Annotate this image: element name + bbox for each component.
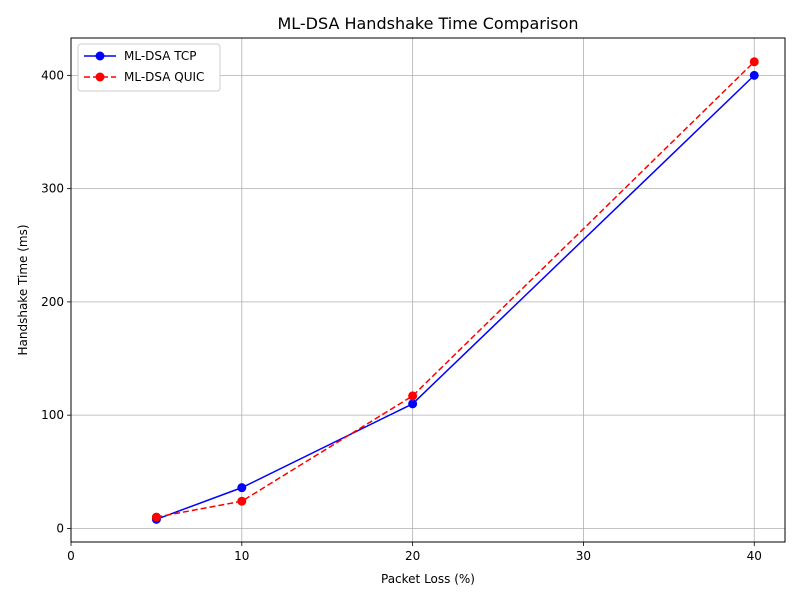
y-axis-ticks: 0 100 200 300 400 <box>41 68 71 535</box>
legend-label-quic: ML-DSA QUIC <box>124 70 204 84</box>
x-axis-label: Packet Loss (%) <box>381 572 475 586</box>
data-point-1-2 <box>408 391 418 401</box>
legend: ML-DSA TCP ML-DSA QUIC <box>77 43 221 92</box>
data-point-1-1 <box>237 496 247 506</box>
legend-marker-tcp <box>95 51 105 61</box>
x-tick-label: 30 <box>576 549 591 563</box>
chart-title: ML-DSA Handshake Time Comparison <box>277 14 578 33</box>
plot-frame <box>70 37 786 543</box>
series-layer <box>151 57 759 524</box>
x-tick-label: 40 <box>747 549 762 563</box>
y-tick-label: 200 <box>41 295 64 309</box>
y-tick-label: 400 <box>41 68 64 82</box>
data-point-1-3 <box>749 57 759 67</box>
data-point-1-0 <box>151 512 161 522</box>
series-line-1 <box>156 61 755 518</box>
series-line-0 <box>156 74 755 521</box>
x-tick-label: 10 <box>234 549 249 563</box>
x-axis-ticks: 0 10 20 30 40 <box>67 542 762 563</box>
x-tick-label: 20 <box>405 549 420 563</box>
data-point-0-1 <box>237 483 247 493</box>
y-tick-label: 300 <box>41 182 64 196</box>
data-point-0-3 <box>749 70 759 80</box>
y-axis-label: Handshake Time (ms) <box>16 224 30 355</box>
grid-lines <box>70 38 785 542</box>
data-point-0-2 <box>408 399 418 409</box>
legend-marker-quic <box>95 72 105 82</box>
y-tick-label: 0 <box>56 521 64 535</box>
x-tick-label: 0 <box>67 549 75 563</box>
y-tick-label: 100 <box>41 408 64 422</box>
legend-label-tcp: ML-DSA TCP <box>124 49 197 63</box>
